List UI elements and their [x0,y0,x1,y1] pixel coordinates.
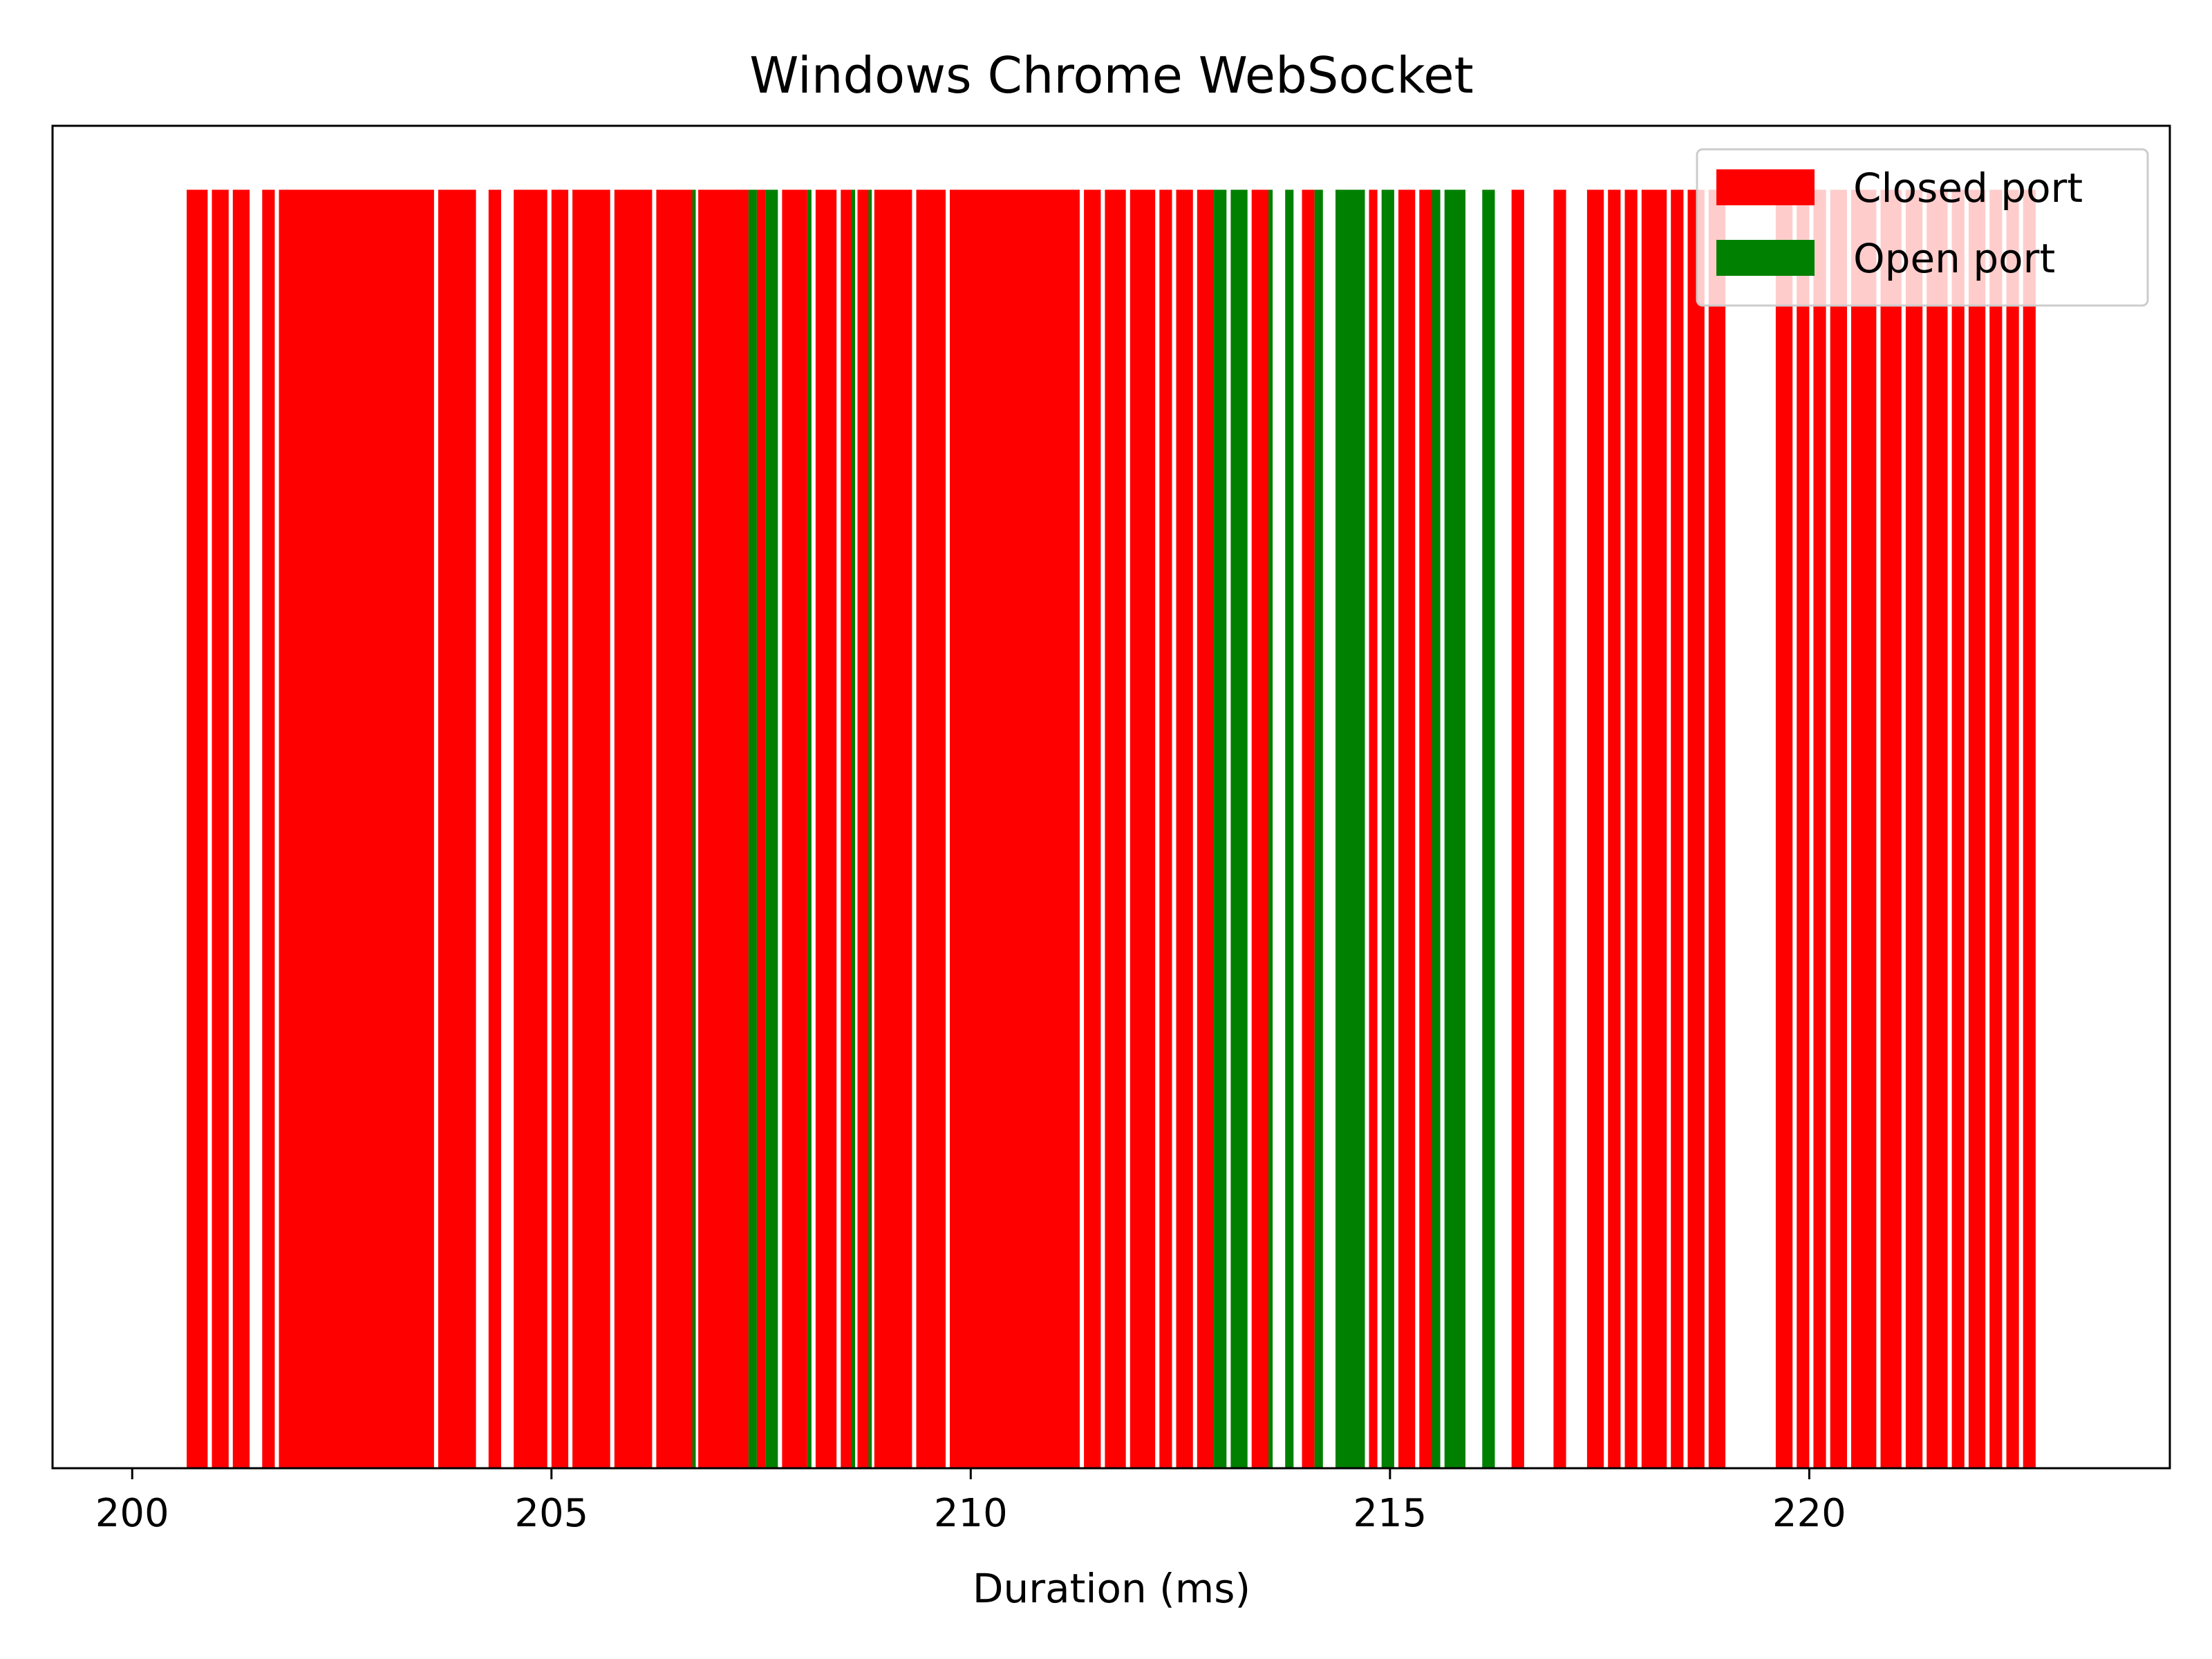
closed-port-bar [1880,189,1902,1468]
legend-label-open: Open port [1853,235,2055,282]
chart-title: Windows Chrome WebSocket [749,46,1474,104]
bars-group [187,189,2036,1468]
open-port-bar [1444,189,1465,1468]
x-axis-label: Duration (ms) [973,1565,1250,1612]
open-port-bar [748,189,757,1468]
closed-port-bar [2006,189,2019,1468]
x-tick-label: 220 [1772,1491,1846,1536]
closed-port-bar [874,189,912,1468]
closed-port-bar [1851,189,1877,1468]
x-tick-label: 205 [514,1491,588,1536]
closed-port-bar [1159,189,1172,1468]
closed-port-bar [1951,189,1965,1468]
closed-port-bar [2023,189,2036,1468]
closed-port-bar [1197,189,1215,1468]
legend: Closed port Open port [1696,148,2149,307]
open-port-bar [1314,189,1323,1468]
open-port-bar [1432,189,1441,1468]
legend-label-closed: Closed port [1853,165,2083,212]
closed-port-bar [1813,189,1826,1468]
closed-port-bar [857,189,870,1468]
closed-port-bar [916,189,946,1468]
closed-port-bar [1251,189,1268,1468]
x-axis: 200 205 210 215 220 [95,1468,1846,1536]
closed-port-bar [187,189,208,1468]
closed-port-bar [551,189,569,1468]
closed-port-bar [1775,189,1793,1468]
legend-swatch-open [1716,240,1815,276]
x-tick-label: 215 [1353,1491,1427,1536]
closed-port-bar [782,189,807,1468]
closed-port-bar [1927,189,1948,1468]
open-port-bar [1381,189,1394,1468]
closed-port-bar [1586,189,1604,1468]
closed-port-bar [1608,189,1621,1468]
closed-port-bar [1302,189,1315,1468]
open-port-bar [765,189,778,1468]
x-tick-label: 210 [934,1491,1008,1536]
closed-port-bar [614,189,653,1468]
closed-port-bar [1830,189,1847,1468]
open-port-bar [692,189,696,1468]
closed-port-bar [1989,189,2003,1468]
closed-port-bar [1968,189,1986,1468]
closed-port-bar [841,189,854,1468]
open-port-bar [1482,189,1495,1468]
legend-swatch-closed [1716,169,1815,205]
closed-port-bar [1176,189,1193,1468]
closed-port-bar [757,189,766,1468]
closed-port-bar [1369,189,1378,1468]
closed-port-bar [1511,189,1524,1468]
closed-port-bar [514,189,547,1468]
closed-port-bar [279,189,434,1468]
closed-port-bar [656,189,694,1468]
closed-port-bar [212,189,229,1468]
open-port-bar [1335,189,1365,1468]
closed-port-bar [1905,189,1923,1468]
open-port-bar [807,189,812,1468]
closed-port-bar [950,189,1080,1468]
closed-port-bar [1553,189,1566,1468]
x-tick-label: 200 [95,1491,169,1536]
closed-port-bar [1084,189,1101,1468]
open-port-bar [868,189,872,1468]
closed-port-bar [1130,189,1156,1468]
plot-frame [51,124,2171,1470]
closed-port-bar [1641,189,1667,1468]
closed-port-bar [1398,189,1416,1468]
open-port-bar [1285,189,1294,1468]
closed-port-bar [698,189,749,1468]
open-port-bar [1230,189,1248,1468]
closed-port-bar [1708,189,1726,1468]
closed-port-bar [1687,189,1705,1468]
closed-port-bar [1105,189,1126,1468]
open-port-bar [852,189,855,1468]
closed-port-bar [488,189,501,1468]
open-port-bar [1268,189,1273,1468]
closed-port-bar [1797,189,1810,1468]
closed-port-bar [262,189,275,1468]
closed-port-bar [572,189,610,1468]
closed-port-bar [1419,189,1432,1468]
closed-port-bar [1671,189,1684,1468]
closed-port-bar [815,189,837,1468]
closed-port-bar [438,189,476,1468]
closed-port-bar [232,189,250,1468]
closed-port-bar [1624,189,1638,1468]
open-port-bar [1214,189,1227,1468]
